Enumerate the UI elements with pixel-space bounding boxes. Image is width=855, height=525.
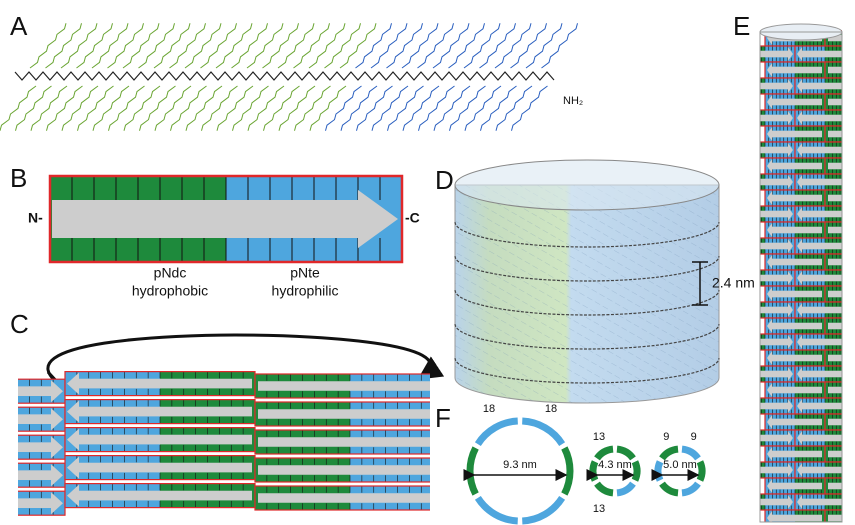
ring-segment — [470, 448, 476, 494]
diameter: 5.0 nm — [663, 459, 697, 471]
block-property: hydrophilic — [272, 283, 339, 299]
count: 18 — [545, 403, 557, 415]
ring-segment — [662, 484, 678, 493]
block-name: pNdc — [154, 265, 187, 281]
cylinder-hatch — [455, 185, 719, 403]
count: 9 — [663, 431, 669, 443]
c-terminus: -C — [405, 210, 420, 226]
panel-b — [50, 176, 402, 262]
cylinder-top — [455, 160, 719, 210]
panel-label: C — [10, 309, 29, 339]
ring-segment — [635, 462, 637, 480]
ring-segment — [700, 462, 702, 480]
ring-segment — [522, 498, 562, 521]
panel-label: B — [10, 163, 27, 193]
panel-label: F — [435, 403, 451, 433]
panel-label: E — [733, 11, 750, 41]
count: 13 — [593, 431, 605, 443]
ring-segment — [593, 462, 595, 480]
figure: 9.3 nm18184.3 nm13135.0 nm99 A NH₂ B N- … — [0, 0, 855, 525]
panel-label: A — [10, 11, 28, 41]
block-property: hydrophobic — [132, 283, 208, 299]
terminus: NH₂ — [563, 95, 583, 107]
count: 18 — [483, 403, 495, 415]
panel-label: D — [435, 165, 454, 195]
count: 9 — [691, 431, 697, 443]
ring-segment — [682, 484, 698, 493]
ring-segment — [597, 449, 613, 458]
ring-segment — [478, 498, 518, 521]
panel-a — [0, 23, 578, 131]
side-chain — [30, 23, 66, 68]
ring-segment — [617, 449, 633, 458]
panel-c — [0, 335, 445, 515]
diameter: 4.3 nm — [598, 459, 632, 471]
n-terminus: N- — [28, 210, 43, 226]
ring-segment — [478, 421, 518, 444]
side-chain — [512, 86, 548, 131]
ring-segment — [658, 462, 660, 480]
ring-segment — [617, 484, 633, 493]
panel-d — [455, 160, 719, 403]
spacing: 2.4 nm — [712, 275, 755, 291]
strips — [0, 372, 445, 516]
diameter: 9.3 nm — [503, 459, 537, 471]
count: 13 — [593, 503, 605, 515]
panel-f: 9.3 nm 18 18 4.3 nm 13 13 5.0 nm 9 9 — [470, 403, 702, 521]
ring-segment — [564, 448, 570, 494]
ring-segment — [682, 449, 698, 458]
ring-segment — [597, 484, 613, 493]
block-name: pNte — [290, 265, 320, 281]
backbone — [15, 72, 554, 80]
ring-segment — [662, 449, 678, 458]
ring-segment — [522, 421, 562, 444]
